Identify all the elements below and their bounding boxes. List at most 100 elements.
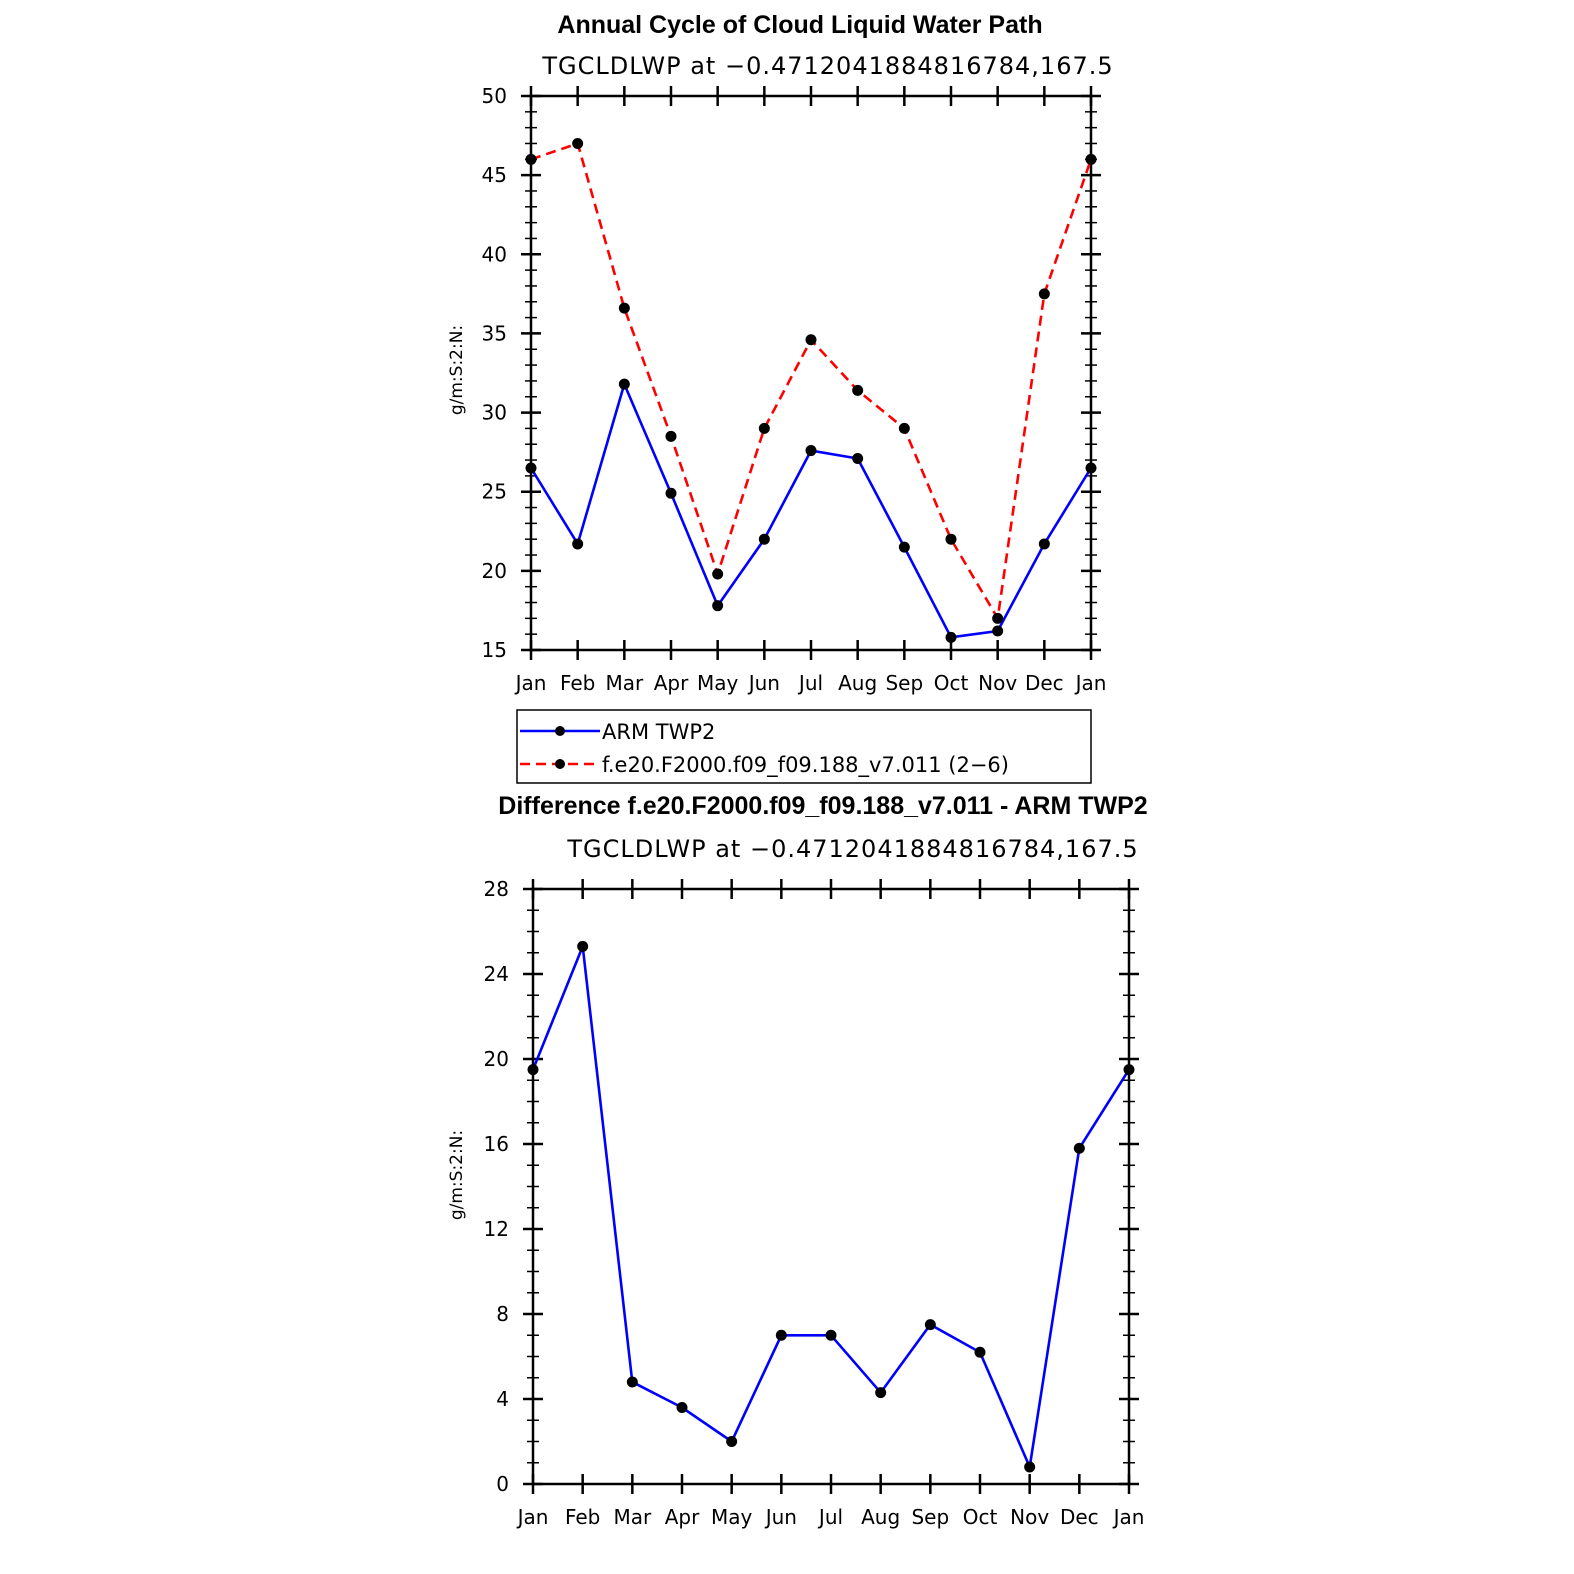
series-1-point (992, 612, 1004, 624)
series-0-point (992, 625, 1004, 637)
x-tick-label: Feb (565, 1505, 600, 1529)
y-axis-label: g/m:S:2:N: (447, 325, 467, 415)
x-tick-label: Apr (665, 1505, 700, 1529)
series-1-point (665, 430, 677, 442)
series-0-point (1085, 462, 1097, 474)
series-0-point (875, 1387, 887, 1399)
series-0-point (898, 541, 910, 553)
series-0-point (527, 1064, 539, 1076)
y-tick-label: 16 (484, 1132, 509, 1156)
series-0-point (1024, 1461, 1036, 1473)
series-0-point (712, 600, 724, 612)
x-tick-label: Dec (1060, 1505, 1099, 1529)
series-0-point (775, 1329, 787, 1341)
series-0-point (1038, 538, 1050, 550)
series-0-point (525, 462, 537, 474)
x-tick-label: Oct (934, 671, 969, 695)
x-tick-label: Jul (797, 671, 823, 695)
series-1-point (1085, 153, 1097, 165)
chart-title: Difference f.e20.F2000.f09_f09.188_v7.01… (498, 792, 1147, 820)
x-tick-label: Mar (605, 671, 644, 695)
x-tick-label: Feb (560, 671, 595, 695)
y-tick-label: 35 (482, 321, 507, 345)
series-line-0 (529, 380, 1093, 639)
x-tick-label: Aug (838, 671, 877, 695)
y-tick-label: 25 (482, 480, 507, 504)
x-tick-label: Apr (654, 671, 689, 695)
series-1-point (525, 153, 537, 165)
annual-cycle-chart: Annual Cycle of Cloud Liquid Water Path … (447, 11, 1113, 784)
series-1-point (712, 568, 724, 580)
legend-marker-arm (555, 726, 565, 736)
plot-frame (529, 94, 1093, 652)
x-tick-label: Dec (1025, 671, 1064, 695)
y-tick-label: 20 (482, 559, 507, 583)
series-0-point (805, 445, 817, 457)
series-0-point (1123, 1064, 1135, 1076)
series-1-point (805, 334, 817, 346)
x-tick-label: Sep (885, 671, 923, 695)
y-tick-label: 28 (484, 877, 509, 901)
series-1-point (852, 384, 864, 396)
chart-subtitle: TGCLDLWP at −0.4712041884816784,167.5 (541, 52, 1113, 80)
series-0-point (572, 538, 584, 550)
chart-title: Annual Cycle of Cloud Liquid Water Path (557, 11, 1042, 39)
x-tick-label: Jun (764, 1505, 797, 1529)
x-tick-label: Jan (1112, 1505, 1145, 1529)
series-0-point (924, 1319, 936, 1331)
series-0-point (945, 631, 957, 643)
series-0-point (618, 378, 630, 390)
x-tick-label: Jan (516, 1505, 549, 1529)
series-line-0 (531, 945, 1131, 1472)
y-tick-label: 45 (482, 163, 507, 187)
legend-label-model: f.e20.F2000.f09_f09.188_v7.011 (2−6) (602, 753, 1009, 778)
y-tick-label: 30 (482, 401, 507, 425)
x-tick-label: May (711, 1505, 753, 1529)
x-tick-label: Jan (1074, 671, 1107, 695)
y-tick-label: 50 (482, 84, 507, 108)
series-0-point (852, 452, 864, 464)
legend-marker-model (555, 759, 565, 769)
series-0-point (726, 1436, 738, 1447)
series-1-point (945, 533, 957, 545)
x-tick-label: Oct (963, 1505, 998, 1529)
y-tick-label: 0 (496, 1472, 509, 1496)
x-tick-label: Jul (817, 1505, 843, 1529)
x-tick-label: Aug (861, 1505, 900, 1529)
series-0-point (676, 1402, 688, 1413)
y-axis-label: g/m:S:2:N: (447, 1130, 467, 1220)
legend: ARM TWP2 f.e20.F2000.f09_f09.188_v7.011 … (516, 709, 1092, 784)
y-tick-label: 15 (482, 638, 507, 662)
plot-frame (531, 887, 1131, 1486)
y-tick-label: 12 (484, 1217, 509, 1241)
legend-label-arm: ARM TWP2 (602, 720, 715, 744)
series-0-point (825, 1329, 837, 1341)
series-0-point (626, 1376, 638, 1388)
series-0-point (577, 940, 589, 952)
x-tick-label: Jan (514, 671, 547, 695)
x-tick-label: Nov (1010, 1505, 1049, 1529)
y-tick-label: 40 (482, 242, 507, 266)
series-0-point (1073, 1142, 1085, 1154)
series-0-point (974, 1346, 986, 1358)
x-tick-label: Jun (747, 671, 780, 695)
series-0-point (665, 487, 677, 499)
x-tick-label: May (697, 671, 739, 695)
y-tick-label: 8 (496, 1302, 509, 1326)
legend-box (516, 709, 1092, 784)
x-tick-label: Mar (613, 1505, 652, 1529)
difference-chart: Difference f.e20.F2000.f09_f09.188_v7.01… (447, 792, 1148, 1529)
chart-subtitle: TGCLDLWP at −0.4712041884816784,167.5 (566, 835, 1138, 863)
y-tick-label: 24 (484, 962, 509, 986)
series-1-point (572, 137, 584, 149)
series-1-point (758, 422, 770, 434)
series-line-1 (530, 141, 1093, 623)
y-tick-label: 20 (484, 1047, 509, 1071)
series-0-point (758, 533, 770, 545)
x-tick-label: Sep (911, 1505, 949, 1529)
x-tick-label: Nov (978, 671, 1017, 695)
series-1-point (618, 302, 630, 314)
series-1-point (1038, 288, 1050, 300)
y-tick-label: 4 (496, 1387, 509, 1411)
